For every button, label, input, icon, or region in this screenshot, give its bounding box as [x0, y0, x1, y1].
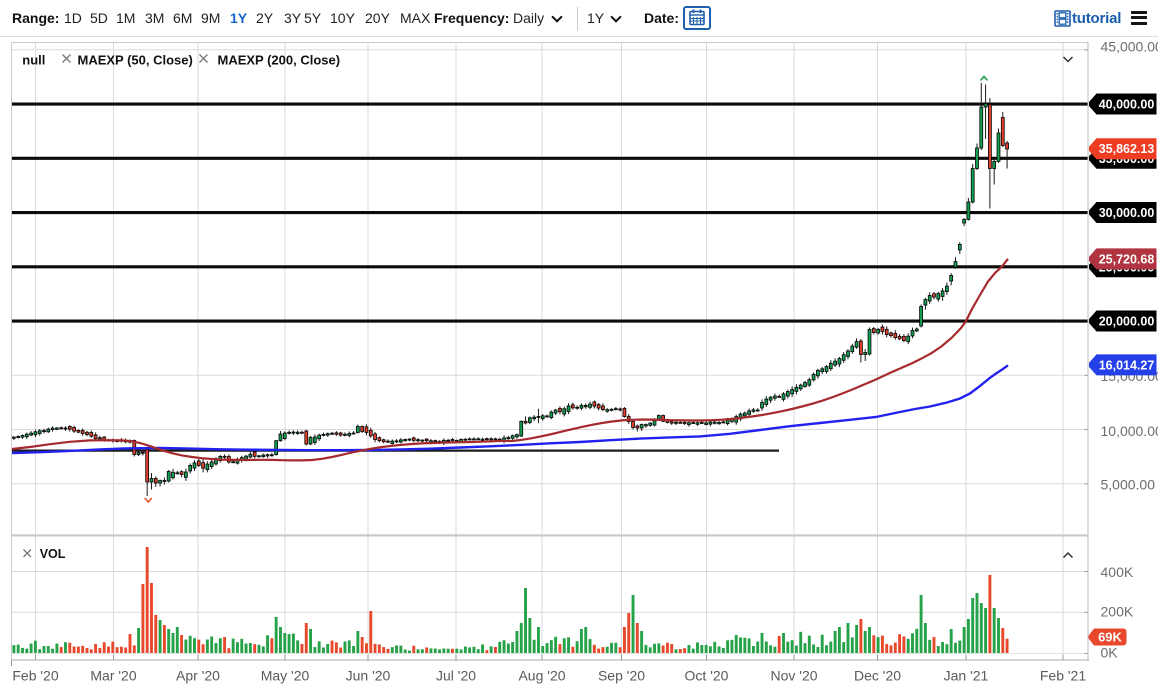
svg-text:VOL: VOL: [40, 547, 66, 561]
svg-text:200K: 200K: [1101, 604, 1134, 620]
svg-text:5,000.00: 5,000.00: [1101, 477, 1156, 493]
svg-text:45,000.00: 45,000.00: [1101, 39, 1158, 55]
svg-text:Mar '20: Mar '20: [90, 667, 136, 683]
svg-text:35,862.13: 35,862.13: [1099, 142, 1155, 156]
svg-text:Jul '20: Jul '20: [436, 667, 476, 683]
svg-text:20,000.00: 20,000.00: [1099, 315, 1155, 329]
svg-text:Feb '20: Feb '20: [12, 667, 58, 683]
svg-text:0K: 0K: [1101, 645, 1119, 661]
svg-text:Apr '20: Apr '20: [176, 667, 220, 683]
svg-text:null: null: [22, 52, 45, 67]
svg-text:400K: 400K: [1101, 564, 1134, 580]
svg-text:Oct '20: Oct '20: [685, 667, 729, 683]
svg-text:Aug '20: Aug '20: [518, 667, 565, 683]
svg-text:May '20: May '20: [261, 667, 310, 683]
svg-text:Feb '21: Feb '21: [1040, 667, 1086, 683]
svg-text:Nov '20: Nov '20: [770, 667, 817, 683]
svg-text:69K: 69K: [1098, 630, 1122, 645]
svg-text:MAEXP (50, Close): MAEXP (50, Close): [78, 52, 193, 67]
svg-text:MAEXP (200, Close): MAEXP (200, Close): [218, 52, 341, 67]
svg-text:Dec '20: Dec '20: [854, 667, 901, 683]
svg-text:Jun '20: Jun '20: [346, 667, 391, 683]
svg-text:16,014.27: 16,014.27: [1099, 358, 1155, 372]
svg-text:Jan '21: Jan '21: [944, 667, 989, 683]
svg-text:25,720.68: 25,720.68: [1099, 252, 1155, 266]
svg-text:40,000.00: 40,000.00: [1099, 98, 1155, 112]
svg-text:30,000.00: 30,000.00: [1099, 206, 1155, 220]
svg-text:10,000.00: 10,000.00: [1101, 423, 1158, 439]
svg-text:Sep '20: Sep '20: [598, 667, 645, 683]
